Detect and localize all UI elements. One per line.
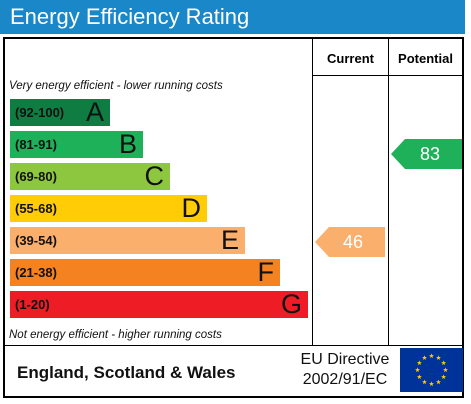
- rating-table: Current Potential Very energy efficient …: [3, 37, 464, 398]
- page-title: Energy Efficiency Rating: [10, 4, 250, 29]
- band-g: (1-20) G: [10, 291, 308, 318]
- column-header-potential: Potential: [398, 51, 453, 66]
- eu-star-icon: [441, 374, 447, 380]
- band-e: (39-54) E: [10, 227, 245, 254]
- band-c: (69-80) C: [10, 163, 170, 190]
- band-range: (92-100): [15, 105, 65, 120]
- band-letter: G: [280, 289, 302, 319]
- eu-star-icon: [436, 379, 441, 385]
- band-range: (1-20): [15, 297, 50, 312]
- band-f: (21-38) F: [10, 259, 280, 286]
- band-range: (55-68): [15, 201, 57, 216]
- eu-directive: EU Directive 2002/91/EC: [289, 350, 401, 390]
- eu-star-icon: [443, 367, 448, 373]
- footer-divider: [5, 345, 462, 346]
- band-b: (81-91) B: [10, 131, 143, 158]
- band-letter: C: [144, 161, 165, 191]
- band-range: (39-54): [15, 233, 57, 248]
- eu-star-icon: [422, 355, 427, 360]
- potential-rating-value: 83: [419, 144, 441, 164]
- eu-star-icon: [441, 360, 447, 366]
- arrow-shape-icon: [315, 227, 385, 257]
- directive-line-2: 2002/91/EC: [302, 371, 388, 388]
- eu-flag-icon: [400, 348, 463, 392]
- eu-star-icon: [422, 379, 427, 385]
- arrow-shape-icon: [391, 139, 462, 169]
- band-letter: D: [181, 193, 202, 223]
- band-d: (55-68) D: [10, 195, 207, 222]
- region-label: England, Scotland & Wales: [17, 363, 236, 382]
- band-range: (21-38): [15, 265, 57, 280]
- eu-star-icon: [429, 381, 434, 387]
- header-divider: [312, 75, 462, 76]
- eu-star-icon: [416, 360, 422, 366]
- band-letter: B: [118, 129, 137, 159]
- band-letter: F: [257, 257, 275, 287]
- eu-star-icon: [416, 374, 422, 380]
- band-range: (81-91): [15, 137, 57, 152]
- column-header-current: Current: [327, 51, 374, 66]
- note-bottom: Not energy efficient - higher running co…: [9, 329, 222, 341]
- band-letter: A: [85, 97, 104, 127]
- title-bar: Energy Efficiency Rating: [0, 0, 465, 34]
- eu-star-icon: [429, 353, 434, 359]
- divider-potential: [388, 39, 389, 346]
- current-rating-arrow: 46: [315, 227, 385, 257]
- note-top: Very energy efficient - lower running co…: [9, 80, 223, 92]
- band-letter: E: [220, 225, 239, 255]
- eu-star-icon: [436, 355, 441, 360]
- band-a: (92-100) A: [10, 99, 110, 126]
- eu-star-icon: [415, 367, 420, 373]
- band-range: (69-80): [15, 169, 57, 184]
- divider-current: [312, 39, 313, 346]
- current-rating-value: 46: [342, 232, 364, 252]
- directive-line-1: EU Directive: [300, 351, 390, 368]
- potential-rating-arrow: 83: [391, 139, 462, 169]
